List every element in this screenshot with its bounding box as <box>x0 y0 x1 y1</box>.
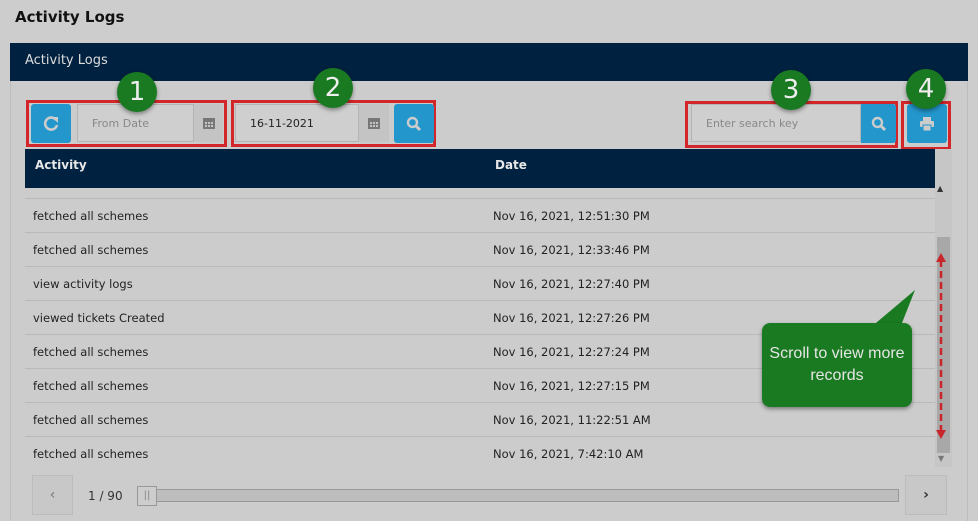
date-cell: Nov 16, 2021, 12:33:46 PM <box>493 243 650 257</box>
date-cell: Nov 16, 2021, 12:27:40 PM <box>493 277 650 291</box>
column-header-activity[interactable]: Activity <box>35 158 87 172</box>
refresh-icon <box>43 115 59 131</box>
table-row[interactable]: fetched all schemes Nov 16, 2021, 7:42:10… <box>25 436 935 470</box>
page-slider[interactable] <box>137 489 899 502</box>
table-row[interactable]: fetched all schemes Nov 16, 2021, 12:51:3… <box>25 198 935 232</box>
date-cell: Nov 16, 2021, 11:22:51 AM <box>493 413 651 427</box>
date-cell: Nov 16, 2021, 12:27:24 PM <box>493 345 650 359</box>
refresh-button[interactable] <box>31 104 71 143</box>
table-row[interactable]: fetched all schemes Nov 16, 2021, 12:27:2… <box>25 334 935 368</box>
to-date-input[interactable]: 16-11-2021 <box>235 104 359 142</box>
print-button[interactable] <box>907 104 947 143</box>
page-title: Activity Logs <box>15 8 125 26</box>
activity-cell: fetched all schemes <box>33 209 149 223</box>
table-row[interactable]: fetched all schemes Nov 16, 2021, 12:33:4… <box>25 232 935 266</box>
chevron-left-icon: ‹ <box>49 487 56 503</box>
chevron-right-icon: › <box>923 487 929 503</box>
callout-badge-2: 2 <box>313 68 353 108</box>
scroll-down-arrow[interactable]: ▼ <box>938 454 945 463</box>
callout-badge-3: 3 <box>771 70 811 110</box>
tooltip-pointer <box>870 290 915 328</box>
table-row[interactable]: fetched all schemes Nov 16, 2021, 11:22:5… <box>25 402 935 436</box>
from-date-calendar-button[interactable] <box>194 104 223 142</box>
activity-cell: fetched all schemes <box>33 447 149 461</box>
activity-cell: fetched all schemes <box>33 379 149 393</box>
scroll-tooltip: Scroll to view more records <box>762 323 912 407</box>
date-cell: Nov 16, 2021, 12:27:15 PM <box>493 379 650 393</box>
scroll-direction-arrow-icon <box>936 253 946 439</box>
activity-cell: fetched all schemes <box>33 413 149 427</box>
table-row[interactable]: view activity logs Nov 16, 2021, 12:27:40… <box>25 266 935 300</box>
column-header-date[interactable]: Date <box>495 158 527 172</box>
search-input[interactable]: Enter search key <box>691 104 861 142</box>
callout-badge-4: 4 <box>906 69 946 109</box>
calendar-icon <box>368 118 380 129</box>
activity-cell: viewed tickets Created <box>33 311 165 325</box>
activity-cell: fetched all schemes <box>33 345 149 359</box>
page-indicator: 1 / 90 <box>88 489 123 503</box>
activity-cell: fetched all schemes <box>33 243 149 257</box>
activity-cell: view activity logs <box>33 277 133 291</box>
date-cell: Nov 16, 2021, 7:42:10 AM <box>493 447 644 461</box>
date-search-button[interactable] <box>394 104 434 143</box>
scroll-up-arrow[interactable]: ▲ <box>937 184 944 193</box>
callout-badge-1: 1 <box>117 72 157 112</box>
next-page-button[interactable]: › <box>905 475 947 515</box>
date-cell: Nov 16, 2021, 12:51:30 PM <box>493 209 650 223</box>
search-icon <box>406 116 422 131</box>
calendar-icon <box>202 118 215 129</box>
date-cell: Nov 16, 2021, 12:27:26 PM <box>493 311 650 325</box>
to-date-calendar-button[interactable] <box>359 104 389 142</box>
prev-page-button[interactable]: ‹ <box>32 475 73 515</box>
search-icon <box>871 116 886 131</box>
search-button[interactable] <box>861 104 896 143</box>
table-row[interactable]: fetched all schemes Nov 16, 2021, 12:27:1… <box>25 368 935 402</box>
page-slider-handle[interactable]: || <box>137 486 157 506</box>
panel-title: Activity Logs <box>10 43 968 81</box>
table-row[interactable]: viewed tickets Created Nov 16, 2021, 12:2… <box>25 300 935 334</box>
table-header: Activity Date <box>25 149 935 188</box>
print-icon <box>920 116 934 131</box>
